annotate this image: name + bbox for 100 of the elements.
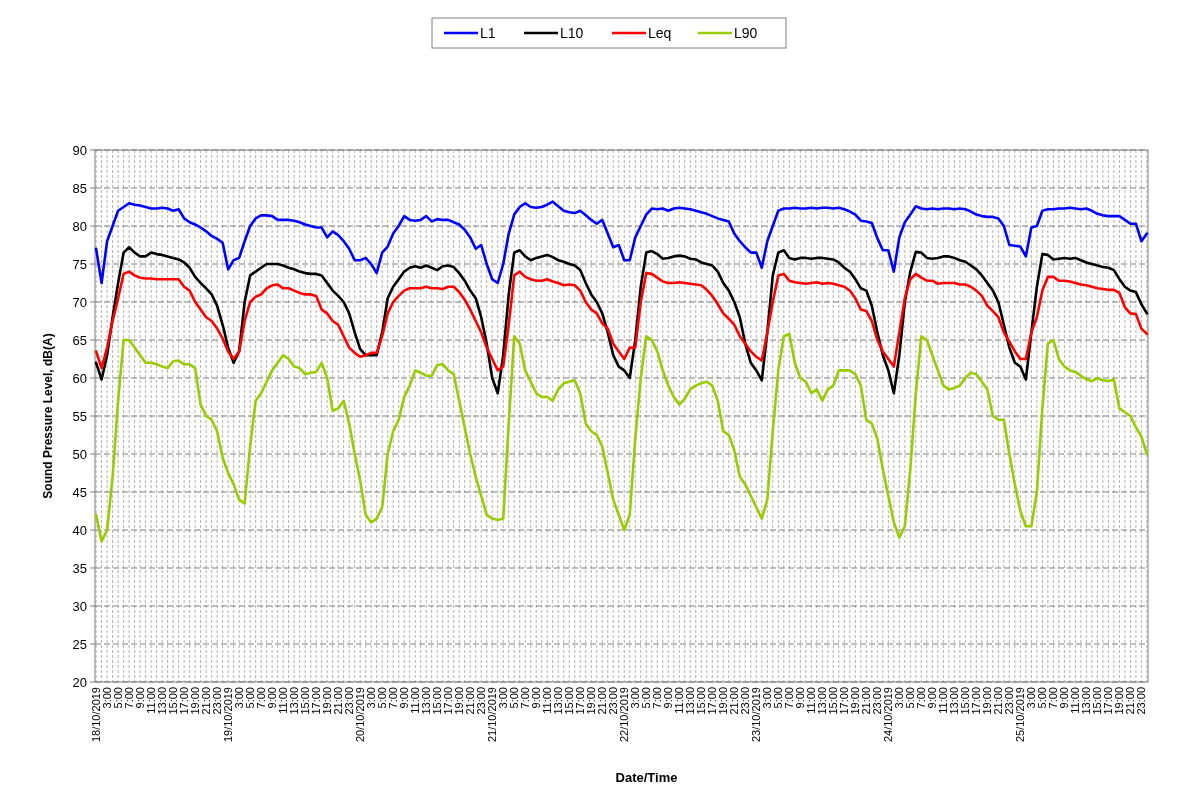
x-tick-label: 3:00 xyxy=(497,687,510,709)
x-tick-label: 5:00 xyxy=(244,687,257,709)
line-series xyxy=(94,245,1149,395)
x-tick-label: 17:00 xyxy=(838,687,851,715)
x-tick-label: 21:00 xyxy=(200,687,213,715)
x-tick-label: 3:00 xyxy=(365,687,378,709)
x-tick-label: 7:00 xyxy=(783,687,796,709)
x-tick-label: 9:00 xyxy=(662,687,675,709)
x-tick-label: 19:00 xyxy=(1113,687,1126,715)
x-tick-label: 19:00 xyxy=(849,687,862,715)
x-tick-label: 9:00 xyxy=(1058,687,1071,709)
x-tick-label: 3:00 xyxy=(233,687,246,709)
x-tick-label: 23:00 xyxy=(607,687,620,715)
x-tick-label: 9:00 xyxy=(266,687,279,709)
x-tick-label: 23:00 xyxy=(211,687,224,715)
x-tick-label: 21:00 xyxy=(464,687,477,715)
x-tick-label: 24/10/2019 xyxy=(882,687,895,743)
x-tick-label: 23:00 xyxy=(1003,687,1016,715)
legend-label: L1 xyxy=(480,24,496,41)
x-tick-label: 17:00 xyxy=(310,687,323,715)
x-tick-label: 19:00 xyxy=(717,687,730,715)
x-tick-label: 3:00 xyxy=(761,687,774,709)
x-tick-label: 11:00 xyxy=(277,687,290,714)
x-tick-label: 17:00 xyxy=(706,687,719,715)
x-tick-label: 5:00 xyxy=(772,687,785,709)
x-tick-label: 3:00 xyxy=(101,687,114,709)
y-tick-label: 40 xyxy=(72,522,87,538)
x-tick-label: 21:00 xyxy=(728,687,741,715)
y-axis-title: Sound Pressure Level, dB(A) xyxy=(41,333,55,499)
x-tick-label: 13:00 xyxy=(420,687,433,715)
x-tick-label: 13:00 xyxy=(948,687,961,715)
x-tick-label: 15:00 xyxy=(827,687,840,715)
x-tick-label: 19:00 xyxy=(981,687,994,715)
x-tick-label: 11:00 xyxy=(673,687,686,714)
x-tick-label: 17:00 xyxy=(970,687,983,715)
y-tick-label: 75 xyxy=(72,256,87,272)
y-tick-label: 90 xyxy=(72,142,87,158)
y-tick-label: 35 xyxy=(72,560,87,576)
x-tick-label: 5:00 xyxy=(112,687,125,709)
y-tick-label: 30 xyxy=(72,598,87,614)
y-tick-label: 70 xyxy=(72,294,87,310)
x-tick-label: 3:00 xyxy=(1025,687,1038,709)
y-tick-label: 65 xyxy=(72,332,87,348)
x-tick-label: 25/10/2019 xyxy=(1014,687,1027,743)
x-tick-label: 21:00 xyxy=(332,687,345,715)
x-tick-label: 13:00 xyxy=(552,687,565,715)
x-tick-label: 11:00 xyxy=(805,687,818,714)
x-tick-label: 11:00 xyxy=(1069,687,1082,714)
x-tick-label: 3:00 xyxy=(629,687,642,709)
x-tick-label: 13:00 xyxy=(1080,687,1093,715)
x-tick-label: 19/10/2019 xyxy=(222,687,235,743)
x-tick-label: 19:00 xyxy=(585,687,598,715)
x-tick-label: 13:00 xyxy=(156,687,169,715)
x-tick-label: 9:00 xyxy=(794,687,807,709)
x-tick-label: 13:00 xyxy=(684,687,697,715)
x-tick-label: 5:00 xyxy=(904,687,917,709)
legend-label: L90 xyxy=(734,24,758,41)
x-tick-label: 5:00 xyxy=(376,687,389,709)
legend-label: Leq xyxy=(648,24,672,41)
x-tick-label: 15:00 xyxy=(959,687,972,715)
x-tick-label: 5:00 xyxy=(640,687,653,709)
x-tick-label: 9:00 xyxy=(926,687,939,709)
x-tick-label: 23:00 xyxy=(871,687,884,715)
x-tick-label: 9:00 xyxy=(398,687,411,709)
x-tick-label: 7:00 xyxy=(915,687,928,709)
x-tick-label: 21:00 xyxy=(1124,687,1137,715)
x-tick-label: 7:00 xyxy=(123,687,136,709)
y-tick-label: 85 xyxy=(72,180,87,196)
y-tick-label: 60 xyxy=(72,370,87,386)
x-tick-label: 11:00 xyxy=(937,687,950,714)
x-tick-label: 19:00 xyxy=(453,687,466,715)
x-tick-label: 13:00 xyxy=(816,687,829,715)
x-tick-label: 9:00 xyxy=(134,687,147,709)
x-tick-label: 11:00 xyxy=(541,687,554,714)
x-tick-label: 17:00 xyxy=(1102,687,1115,715)
x-tick-label: 21:00 xyxy=(992,687,1005,715)
x-tick-label: 15:00 xyxy=(563,687,576,715)
x-tick-label: 20/10/2019 xyxy=(354,687,367,743)
x-tick-label: 15:00 xyxy=(299,687,312,715)
x-tick-label: 3:00 xyxy=(893,687,906,709)
line-series xyxy=(94,332,1149,543)
x-tick-label: 7:00 xyxy=(519,687,532,709)
y-tick-label: 55 xyxy=(72,408,87,424)
x-tick-label: 11:00 xyxy=(409,687,422,714)
line-series xyxy=(94,200,1149,285)
x-tick-label: 5:00 xyxy=(1036,687,1049,709)
x-tick-label: 23:00 xyxy=(343,687,356,715)
y-tick-label: 45 xyxy=(72,484,87,500)
x-tick-label: 15:00 xyxy=(695,687,708,715)
y-tick-label: 20 xyxy=(72,674,87,690)
x-tick-label: 21:00 xyxy=(860,687,873,715)
line-series xyxy=(94,270,1149,372)
legend-label: L10 xyxy=(560,24,584,41)
x-tick-label: 23:00 xyxy=(1135,687,1148,715)
x-tick-label: 9:00 xyxy=(530,687,543,709)
x-tick-label: 17:00 xyxy=(178,687,191,715)
x-tick-label: 23:00 xyxy=(739,687,752,715)
x-tick-label: 15:00 xyxy=(167,687,180,715)
x-tick-label: 7:00 xyxy=(1047,687,1060,709)
x-tick-label: 21:00 xyxy=(596,687,609,715)
